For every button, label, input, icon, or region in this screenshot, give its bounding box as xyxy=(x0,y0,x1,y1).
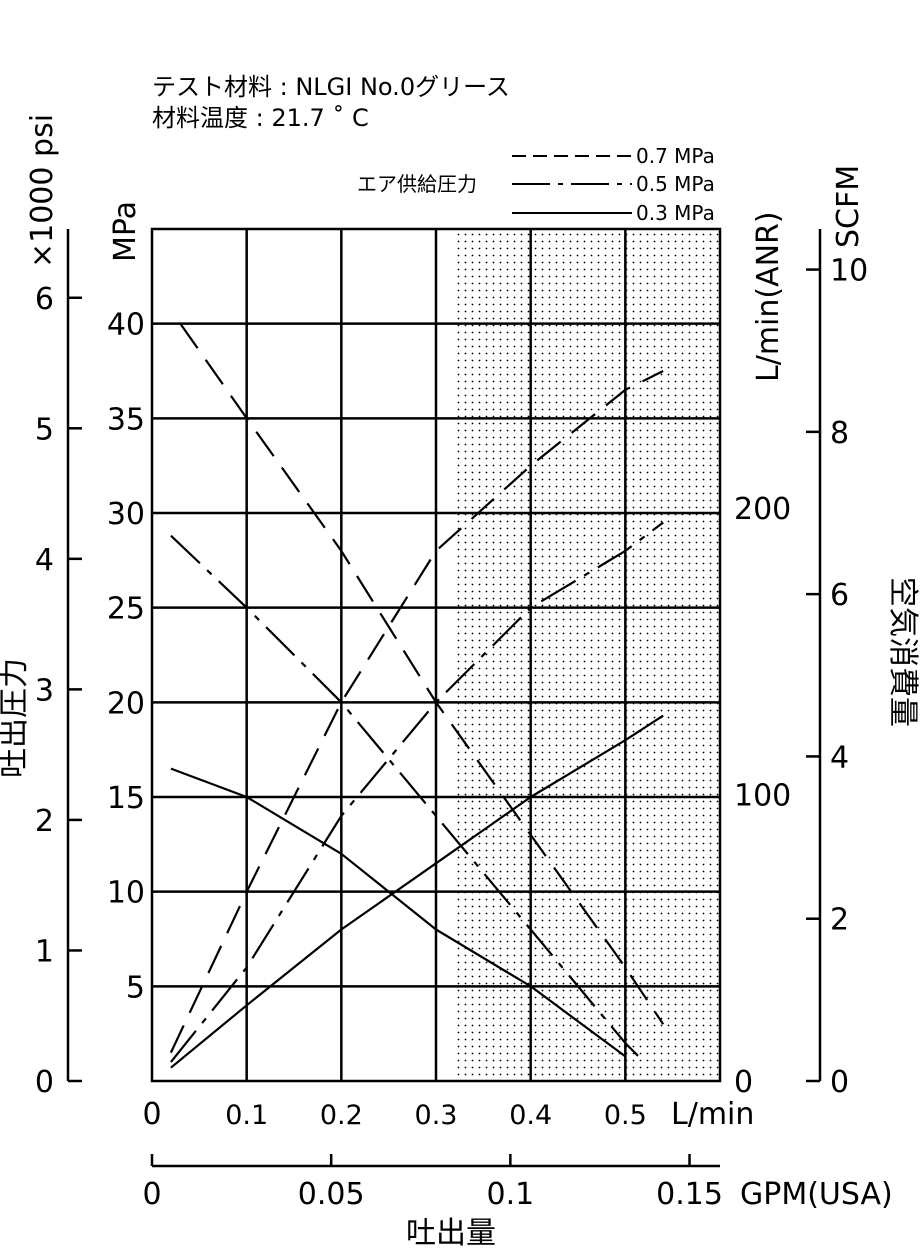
plot-frame xyxy=(150,227,722,1083)
series-line-air_consumption-0.3MPa xyxy=(170,714,664,1069)
lmin-axis-ticks: 0 0.1 0.2 0.3 0.4 0.5 xyxy=(142,1097,646,1132)
series-line-discharge_pressure-0.3MPa xyxy=(170,767,626,1058)
lmin-axis-unit: L/min xyxy=(671,1097,754,1132)
scfm-tick-label: 8 xyxy=(830,416,849,451)
scfm-tick-label: 10 xyxy=(830,254,868,289)
series-layer xyxy=(169,323,665,1069)
mpa-tick-label: 40 xyxy=(107,308,145,343)
legend-label-0.3: 0.3 MPa xyxy=(636,201,715,225)
mpa-tick-label: 10 xyxy=(107,876,145,911)
gpm-tick-label: 0 xyxy=(142,1177,161,1212)
mpa-tick-label: 5 xyxy=(126,970,145,1005)
series-line-air_consumption-0.5MPa xyxy=(170,521,664,1063)
mpa-axis-label: MPa xyxy=(108,201,143,262)
psi-tick-label: 3 xyxy=(35,673,54,708)
material-temp-note: 材料温度 : 21.7 ˚ C xyxy=(152,104,369,132)
legend-label-0.7: 0.7 MPa xyxy=(636,144,715,168)
gpm-tick-label: 0.15 xyxy=(656,1177,723,1212)
legend-title: エア供給圧力 xyxy=(357,172,477,196)
lmin-tick-label: 0.4 xyxy=(509,1100,552,1131)
mpa-axis-ticks: 5 10 15 20 25 30 35 40 xyxy=(107,308,145,1006)
anr-tick-label: 100 xyxy=(734,778,791,813)
psi-tick-label: 2 xyxy=(35,804,54,839)
anr-tick-label: 0 xyxy=(734,1065,753,1100)
mpa-tick-label: 30 xyxy=(107,497,145,532)
lmin-tick-label: 0.5 xyxy=(604,1100,647,1131)
anr-axis-ticks: 0 100 200 xyxy=(734,492,791,1100)
discharge-pressure-title: 吐出圧力 xyxy=(0,658,32,778)
series-line-discharge_pressure-0.5MPa xyxy=(170,534,646,1063)
scfm-tick-label: 4 xyxy=(830,740,849,775)
anr-axis-label: L/min(ANR) xyxy=(751,211,786,382)
legend-label-0.5: 0.5 MPa xyxy=(636,172,715,196)
psi-axis-ticks: 0 1 2 3 4 5 6 xyxy=(35,282,82,1100)
gpm-tick-label: 0.1 xyxy=(486,1177,534,1212)
psi-tick-label: 6 xyxy=(35,282,54,317)
gpm-tick-label: 0.05 xyxy=(298,1177,365,1212)
test-material-note: テスト材料 : NLGI No.0グリース xyxy=(152,73,510,101)
psi-axis-label: ×1000 psi xyxy=(25,114,60,268)
psi-tick-label: 0 xyxy=(35,1065,54,1100)
air-consumption-title: 空気消費量 xyxy=(885,577,920,727)
scfm-axis-ticks: 0 2 4 6 8 10 xyxy=(806,254,868,1100)
lmin-tick-label: 0.1 xyxy=(225,1100,268,1131)
scfm-tick-label: 0 xyxy=(830,1065,849,1100)
gpm-axis-label: GPM(USA) xyxy=(740,1177,893,1212)
anr-tick-label: 200 xyxy=(734,492,791,527)
lmin-tick-label: 0 xyxy=(142,1097,161,1132)
psi-tick-label: 5 xyxy=(35,412,54,447)
lmin-tick-label: 0.3 xyxy=(415,1100,458,1131)
gpm-axis-ticks: 0 0.05 0.1 0.15 xyxy=(142,1154,723,1212)
shaded-region xyxy=(455,229,720,1081)
psi-tick-label: 1 xyxy=(35,934,54,969)
mpa-tick-label: 15 xyxy=(107,781,145,816)
discharge-flow-title: 吐出量 xyxy=(406,1216,496,1249)
mpa-tick-label: 20 xyxy=(107,686,145,721)
scfm-tick-label: 2 xyxy=(830,903,849,938)
scfm-axis-label: SCFM xyxy=(831,165,866,248)
psi-tick-label: 4 xyxy=(35,543,54,578)
mpa-tick-label: 25 xyxy=(107,592,145,627)
series-line-air_consumption-0.7MPa xyxy=(169,370,664,1054)
scfm-tick-label: 6 xyxy=(830,578,849,613)
mpa-tick-label: 35 xyxy=(107,402,145,437)
lmin-tick-label: 0.2 xyxy=(320,1100,363,1131)
